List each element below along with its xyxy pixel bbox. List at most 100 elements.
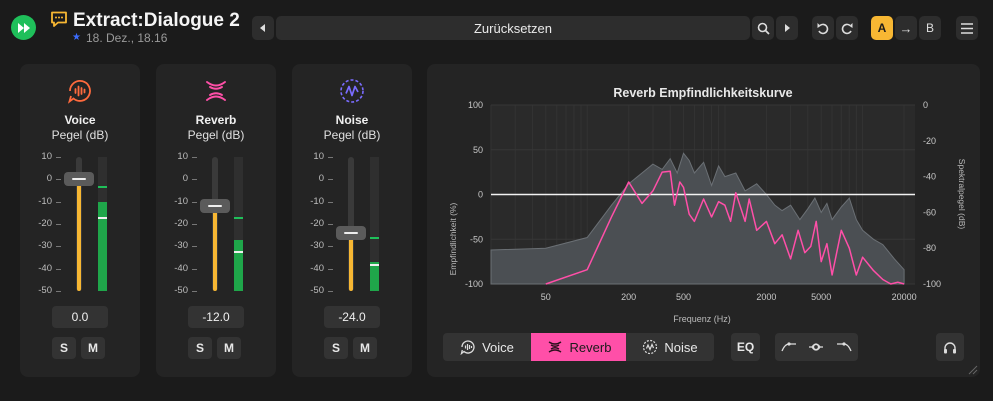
fader-fill [77,179,81,291]
redo-button[interactable] [836,16,858,40]
fader-track[interactable] [348,157,354,291]
source-voice-label: Voice [482,339,514,355]
scale-tick-label: 0 [46,173,52,185]
scale-tick-label: -30 [310,240,324,252]
ab-a-button[interactable]: A [871,16,893,40]
source-voice-button[interactable]: Voice [443,333,531,361]
level-scale: 10 0 -10 -20 -30 -40 -50 [302,151,342,296]
y-tick-label-left: 0 [478,190,483,200]
level-value[interactable]: -24.0 [324,306,380,328]
preset-name: Zurücksetzen [473,20,553,36]
preset-prev-button[interactable] [252,16,274,40]
reverb-icon [203,78,229,104]
preset-search-button[interactable] [752,16,774,40]
star-icon: ★ [72,32,81,43]
scale-tick-label: -30 [38,240,52,252]
scale-tick-mark [328,201,333,203]
strip-name: Noise [335,113,369,127]
channel-strip-reverb: Reverb Pegel (dB) 10 0 -10 -20 -30 -40 -50 -12… [156,64,276,377]
scale-tick-mark [328,224,333,225]
meter-rms [370,264,379,267]
y-tick-label-right: -100 [923,279,941,289]
plugin-title: Extract:Dialogue 2 [73,10,240,31]
y-tick-label-right: 0 [923,100,928,110]
mute-button[interactable]: M [217,337,241,359]
scale-tick-label: 10 [313,151,324,162]
high-pass-button[interactable] [775,333,802,361]
bell-filter-icon [809,343,823,351]
scale-tick-mark [328,157,333,158]
bell-button[interactable] [802,333,830,361]
level-value[interactable]: -12.0 [188,306,244,328]
scale-tick-mark [56,291,61,292]
y-tick-label-right: -80 [923,243,936,253]
meter-peak [370,237,379,240]
preset-next-button[interactable] [776,16,798,40]
fader-handle[interactable] [64,172,94,187]
x-tick-label: 5000 [811,292,831,302]
chart-title: Reverb Empfindlichkeitskurve [613,86,792,100]
scale-tick-mark [328,246,333,248]
source-reverb-button[interactable]: Reverb [531,333,626,361]
scale-tick-mark [56,201,61,203]
scale-tick-label: -50 [310,285,324,296]
y-tick-label-right: -60 [923,207,936,217]
meter-fill [98,201,107,291]
meter-fill [234,239,243,291]
scale-tick-label: -50 [38,285,52,296]
fader-fill [349,232,353,291]
meter-peak [98,186,107,189]
headphones-button[interactable] [936,333,964,361]
menu-button[interactable] [956,16,978,40]
y-tick-label-right: -20 [923,136,936,146]
resize-grip-icon[interactable] [966,363,978,375]
redo-icon [841,23,853,35]
scale-tick-label: -10 [174,195,188,207]
low-pass-button[interactable] [830,333,858,361]
fader-handle[interactable] [200,199,230,214]
fader-handle[interactable] [336,225,366,240]
level-scale: 10 0 -10 -20 -30 -40 -50 [166,151,206,296]
fader-track[interactable] [76,157,82,291]
mute-button[interactable]: M [353,337,377,359]
level-value[interactable]: 0.0 [52,306,108,328]
y-tick-label-left: -50 [470,234,483,244]
scale-tick-mark [192,224,197,225]
scale-tick-label: -40 [174,262,188,274]
scale-tick-label: -20 [310,218,324,229]
caret-right-icon [785,24,790,32]
y-tick-label-left: -100 [465,279,483,289]
ab-b-button[interactable]: B [919,16,941,40]
sensitivity-chart[interactable]: Reverb Empfindlichkeitskurve Empfindlich… [427,64,980,324]
scale-tick-mark [192,157,197,158]
spectrum-area [490,152,905,285]
scale-tick-label: 0 [182,173,188,185]
preset-selector[interactable]: Zurücksetzen [276,16,750,40]
x-tick-label: 50 [541,292,551,302]
top-bar: Extract:Dialogue 2 ★ 18. Dez., 18.16 Zur… [0,0,993,56]
scale-tick-mark [328,291,333,292]
eq-button[interactable]: EQ [731,333,760,361]
solo-button[interactable]: S [188,337,212,359]
fader-track[interactable] [212,157,218,291]
voice-icon [67,78,93,104]
ab-copy-button[interactable]: → [895,16,917,40]
arrow-right-icon: → [899,20,913,36]
undo-button[interactable] [812,16,834,40]
strip-unit: Pegel (dB) [323,128,381,142]
source-noise-button[interactable]: Noise [626,333,714,361]
power-button[interactable] [11,15,36,40]
scale-tick-mark [328,268,333,270]
hamburger-icon [961,22,973,34]
scale-tick-label: -30 [174,240,188,252]
noise-icon [643,339,658,355]
solo-button[interactable]: S [324,337,348,359]
x-tick-label: 500 [676,292,691,302]
scale-tick-mark [56,179,61,181]
mute-button[interactable]: M [81,337,105,359]
reverb-icon [548,341,561,353]
strip-unit: Pegel (dB) [51,128,109,142]
headphones-icon [944,341,956,353]
solo-button[interactable]: S [52,337,76,359]
y-tick-label-left: 50 [473,145,483,155]
